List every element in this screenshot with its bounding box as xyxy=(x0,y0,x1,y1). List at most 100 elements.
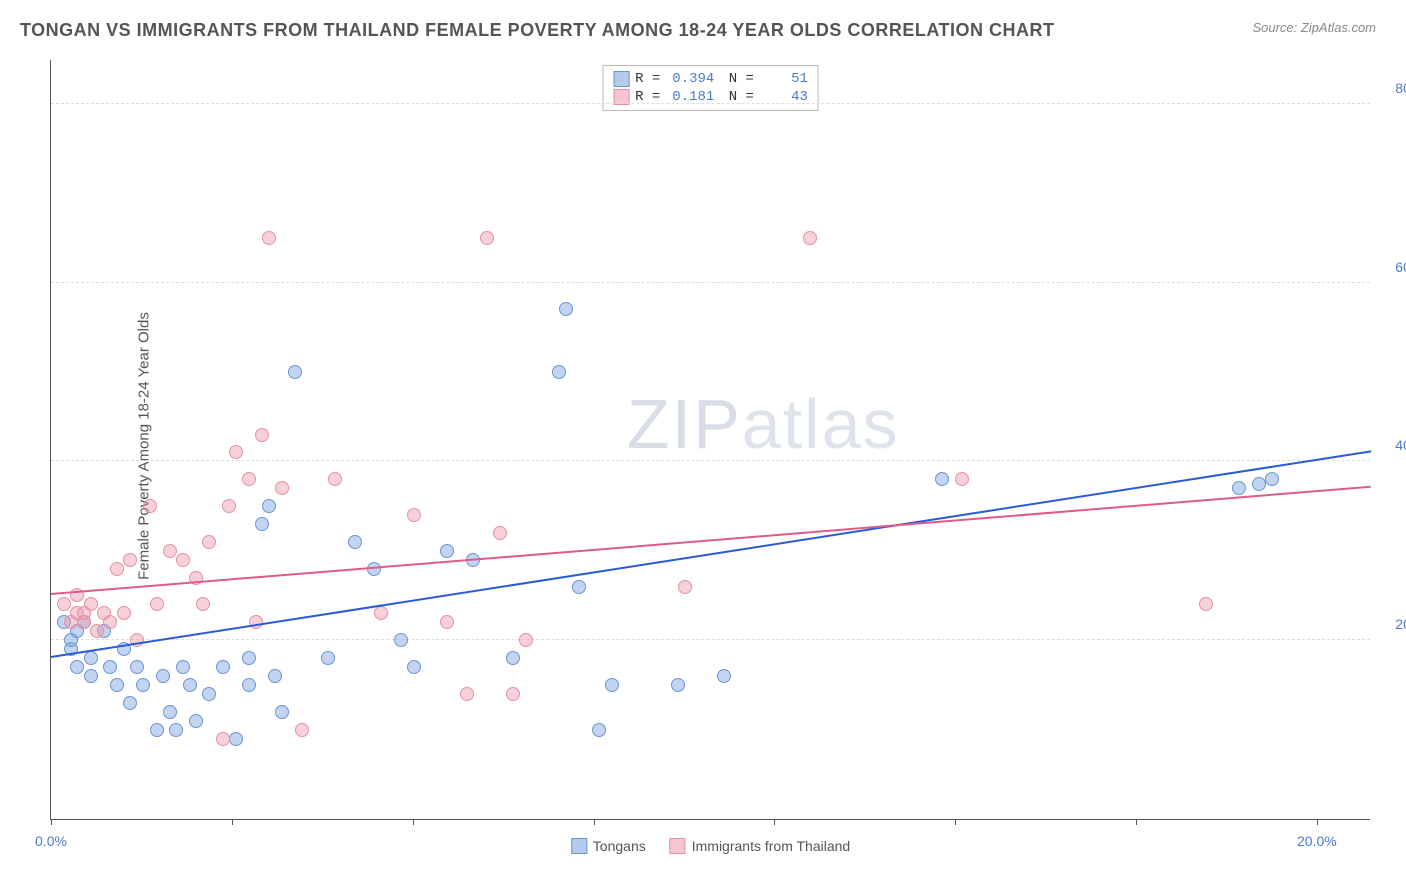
x-tick-label: 20.0% xyxy=(1297,833,1337,849)
scatter-point xyxy=(255,517,269,531)
scatter-point xyxy=(84,651,98,665)
x-tick xyxy=(774,819,775,825)
watermark-zip: ZIP xyxy=(627,385,742,463)
x-tick xyxy=(594,819,595,825)
scatter-point xyxy=(288,365,302,379)
scatter-point xyxy=(440,544,454,558)
scatter-point xyxy=(196,597,210,611)
scatter-point xyxy=(84,669,98,683)
scatter-point xyxy=(374,606,388,620)
scatter-point xyxy=(136,678,150,692)
scatter-point xyxy=(222,499,236,513)
bottom-legend: Tongans Immigrants from Thailand xyxy=(571,838,850,854)
r-value-tongans: 0.394 xyxy=(666,71,714,87)
scatter-point xyxy=(176,553,190,567)
scatter-point xyxy=(216,660,230,674)
watermark-atlas: atlas xyxy=(742,385,900,463)
r-label: R = xyxy=(635,71,660,87)
x-tick xyxy=(955,819,956,825)
scatter-point xyxy=(169,723,183,737)
scatter-point xyxy=(803,231,817,245)
x-tick-label: 0.0% xyxy=(35,833,67,849)
scatter-point xyxy=(407,660,421,674)
scatter-point xyxy=(156,669,170,683)
scatter-point xyxy=(103,615,117,629)
scatter-point xyxy=(678,580,692,594)
scatter-point xyxy=(150,723,164,737)
scatter-point xyxy=(110,562,124,576)
y-tick-label: 20.0% xyxy=(1395,616,1406,632)
scatter-point xyxy=(275,705,289,719)
scatter-point xyxy=(202,535,216,549)
y-tick-label: 80.0% xyxy=(1395,80,1406,96)
scatter-point xyxy=(202,687,216,701)
scatter-point xyxy=(229,732,243,746)
scatter-point xyxy=(275,481,289,495)
n-value-tongans: 51 xyxy=(760,71,808,87)
scatter-point xyxy=(671,678,685,692)
scatter-point xyxy=(255,428,269,442)
scatter-point xyxy=(328,472,342,486)
scatter-point xyxy=(117,606,131,620)
stats-legend-box: R = 0.394 N = 51 R = 0.181 N = 43 xyxy=(602,65,819,111)
scatter-point xyxy=(955,472,969,486)
stats-row-tongans: R = 0.394 N = 51 xyxy=(613,70,808,88)
scatter-point xyxy=(143,499,157,513)
scatter-point xyxy=(605,678,619,692)
scatter-point xyxy=(163,705,177,719)
scatter-point xyxy=(480,231,494,245)
chart-container: TONGAN VS IMMIGRANTS FROM THAILAND FEMAL… xyxy=(0,0,1406,892)
gridline xyxy=(51,460,1370,461)
legend-item-tongans: Tongans xyxy=(571,838,646,854)
x-tick xyxy=(1317,819,1318,825)
watermark: ZIPatlas xyxy=(627,384,900,464)
scatter-point xyxy=(262,499,276,513)
scatter-point xyxy=(506,687,520,701)
scatter-point xyxy=(506,651,520,665)
scatter-point xyxy=(110,678,124,692)
x-tick xyxy=(1136,819,1137,825)
scatter-point xyxy=(321,651,335,665)
gridline xyxy=(51,103,1370,104)
swatch-blue-icon xyxy=(571,838,587,854)
scatter-point xyxy=(552,365,566,379)
x-tick xyxy=(232,819,233,825)
scatter-point xyxy=(493,526,507,540)
gridline xyxy=(51,639,1370,640)
scatter-point xyxy=(519,633,533,647)
scatter-point xyxy=(84,597,98,611)
scatter-point xyxy=(150,597,164,611)
scatter-point xyxy=(1232,481,1246,495)
scatter-point xyxy=(460,687,474,701)
legend-label-thailand: Immigrants from Thailand xyxy=(692,838,850,854)
y-tick-label: 40.0% xyxy=(1395,437,1406,453)
scatter-point xyxy=(176,660,190,674)
scatter-point xyxy=(242,472,256,486)
scatter-point xyxy=(592,723,606,737)
scatter-point xyxy=(295,723,309,737)
scatter-point xyxy=(183,678,197,692)
scatter-point xyxy=(229,445,243,459)
scatter-point xyxy=(717,669,731,683)
scatter-point xyxy=(189,714,203,728)
scatter-point xyxy=(935,472,949,486)
scatter-point xyxy=(216,732,230,746)
scatter-point xyxy=(268,669,282,683)
scatter-point xyxy=(407,508,421,522)
scatter-point xyxy=(262,231,276,245)
scatter-point xyxy=(242,678,256,692)
scatter-point xyxy=(440,615,454,629)
scatter-point xyxy=(1252,477,1266,491)
scatter-point xyxy=(572,580,586,594)
scatter-point xyxy=(348,535,362,549)
swatch-pink-icon xyxy=(670,838,686,854)
scatter-point xyxy=(123,696,137,710)
trend-line xyxy=(51,486,1371,595)
scatter-point xyxy=(130,660,144,674)
chart-title: TONGAN VS IMMIGRANTS FROM THAILAND FEMAL… xyxy=(20,20,1055,41)
legend-item-thailand: Immigrants from Thailand xyxy=(670,838,850,854)
scatter-point xyxy=(57,597,71,611)
scatter-point xyxy=(163,544,177,558)
gridline xyxy=(51,282,1370,283)
scatter-point xyxy=(1199,597,1213,611)
